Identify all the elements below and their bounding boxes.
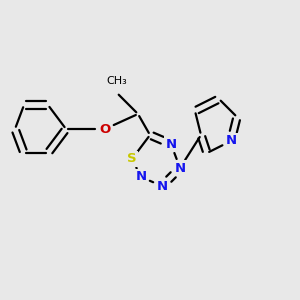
Text: N: N: [174, 161, 186, 175]
Text: CH₃: CH₃: [106, 76, 128, 86]
Text: N: N: [156, 179, 168, 193]
Text: N: N: [135, 170, 147, 184]
Text: N: N: [225, 134, 237, 148]
Text: O: O: [99, 122, 111, 136]
Text: N: N: [165, 137, 177, 151]
Text: S: S: [127, 152, 137, 166]
